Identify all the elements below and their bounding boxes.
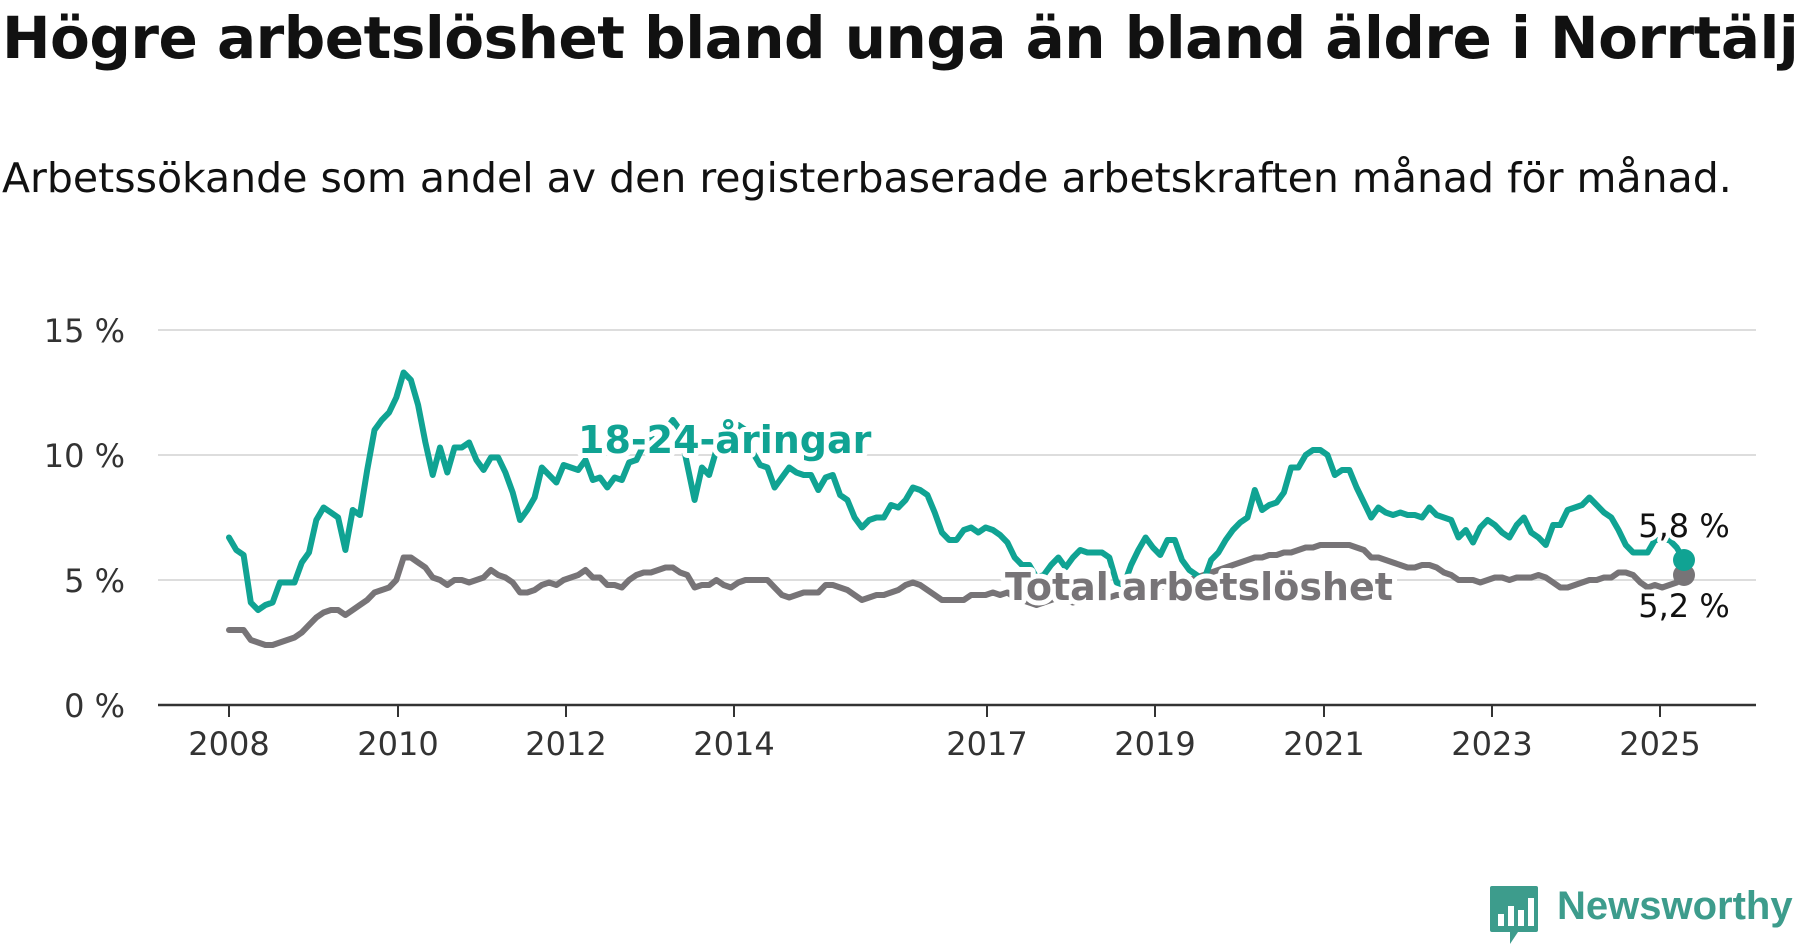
series-label-18-24: 18-24-åringar xyxy=(578,418,872,462)
end-label-total-halo: 5,2 % xyxy=(1638,587,1729,625)
x-tick-label: 2014 xyxy=(693,725,774,763)
x-tick-label: 2008 xyxy=(188,725,269,763)
y-tick-label: 0 % xyxy=(64,687,125,725)
y-tick-label: 10 % xyxy=(44,437,125,475)
end-label-total: 5,2 % xyxy=(1638,587,1729,625)
x-tick-label: 2010 xyxy=(357,725,438,763)
x-axis: 2008 2010 2012 2014 2017 2019 2021 2023 2025 xyxy=(158,703,1756,763)
x-tick-label: 2025 xyxy=(1619,725,1700,763)
line-chart: 0 %5 %10 %15 % 2008 2010 2012 2014 2017 2019 2… xyxy=(44,312,1756,763)
y-tick-label: 5 % xyxy=(64,562,125,600)
x-tick-label: 2023 xyxy=(1451,725,1532,763)
end-label-18-24: 5,8 % xyxy=(1638,507,1729,545)
x-tick-label: 2017 xyxy=(946,725,1027,763)
series-line-18-24 xyxy=(226,369,1687,613)
brand-name: Newsworthy xyxy=(1557,884,1793,928)
series-label-18-24-halo: 18-24-åringar xyxy=(578,418,872,462)
x-tick-label: 2012 xyxy=(525,725,606,763)
series-line-total xyxy=(226,542,1687,648)
y-tick-labels: 0 % 5 % 10 % 15 % xyxy=(44,312,125,725)
x-tick-label: 2019 xyxy=(1114,725,1195,763)
chart-title: Högre arbetslöshet bland unga än bland ä… xyxy=(2,4,1800,72)
newsworthy-chart-icon xyxy=(1490,886,1538,944)
series-label-total: Total arbetslöshet xyxy=(1005,565,1393,609)
end-marker-18-24 xyxy=(1673,549,1695,571)
newsworthy-logo[interactable]: Newsworthy xyxy=(1488,884,1800,948)
x-tick-label: 2021 xyxy=(1283,725,1364,763)
chart-subtitle: Arbetssökande som andel av den registerb… xyxy=(2,154,1732,202)
end-label-18-24-halo: 5,8 % xyxy=(1638,507,1729,545)
y-tick-label: 15 % xyxy=(44,312,125,350)
end-markers: 5,8 %5,8 %5,2 %5,2 % xyxy=(1634,503,1733,629)
series-lines xyxy=(226,369,1687,648)
series-label-total-halo: Total arbetslöshet xyxy=(1005,565,1393,609)
